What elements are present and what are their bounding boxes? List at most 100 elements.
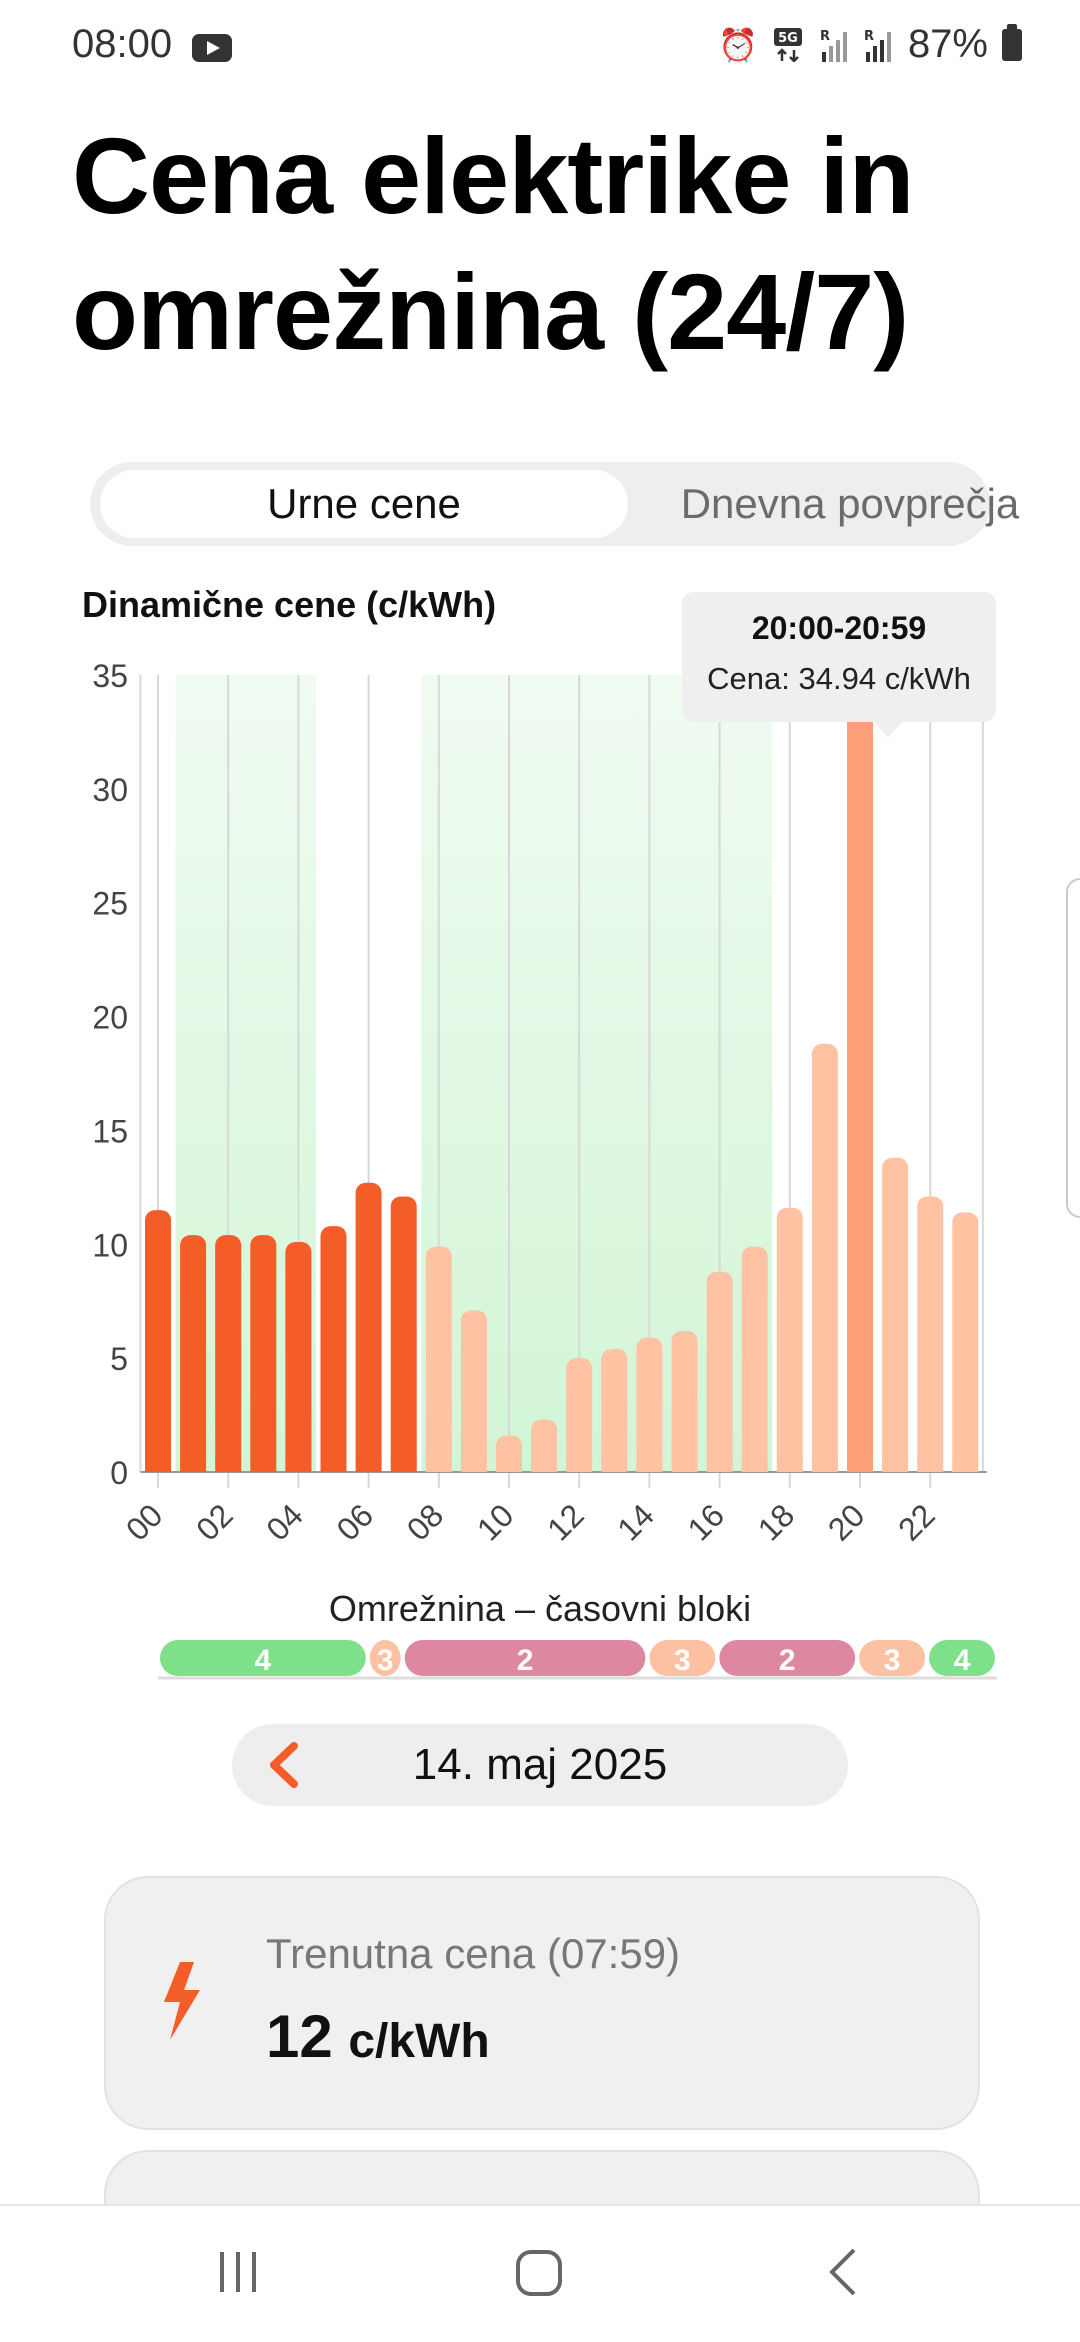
price-bar-base: [882, 1460, 909, 1472]
price-bar: [601, 1349, 628, 1472]
tariff-block-segment: [404, 1640, 646, 1676]
price-bar-base: [390, 1460, 417, 1472]
price-bar-base: [706, 1460, 733, 1472]
price-bar: [847, 676, 873, 1472]
price-bar: [882, 1157, 909, 1472]
x-tick-label: 18: [751, 1497, 802, 1548]
tariff-blocks-title: Omrežnina – časovni bloki: [328, 1588, 752, 1629]
status-icons: ⏰ 5G R R 87%: [718, 22, 1022, 67]
price-bar: [671, 1330, 698, 1472]
x-tick-label: 08: [400, 1497, 451, 1548]
price-bar: [425, 1246, 452, 1472]
price-bar-base: [811, 1460, 838, 1472]
tariff-block-segment: [160, 1640, 366, 1676]
x-tick-label: 02: [189, 1497, 240, 1548]
tariff-block-label: 3: [377, 1644, 394, 1677]
tariff-block-label: 4: [954, 1644, 971, 1677]
price-bar: [917, 1196, 944, 1472]
chart-tooltip: 20:00-20:59 Cena: 34.94 c/kWh: [682, 592, 996, 738]
x-tick-label: 10: [470, 1497, 521, 1548]
price-bar: [145, 1210, 171, 1472]
x-tick-label: 04: [259, 1497, 310, 1548]
signal-icon: R: [864, 29, 891, 62]
y-tick-label: 5: [110, 1341, 128, 1377]
tariff-block-segment: [859, 1640, 926, 1676]
price-bar: [250, 1235, 277, 1472]
current-price-unit: c/kWh: [348, 2015, 490, 2068]
price-bar-base: [285, 1460, 312, 1472]
price-bar-base: [355, 1460, 382, 1472]
price-bar-base: [215, 1460, 242, 1472]
price-bar-chart[interactable]: 0 5 10 15 20 25 30 35 00 02 04 06 08 10 12 14 16 18 20 22: [0, 640, 1080, 1580]
signal-icon: R: [820, 29, 847, 62]
edge-panel-handle[interactable]: [1066, 878, 1080, 1218]
home-icon[interactable]: [514, 2248, 564, 2298]
price-bar-base: [636, 1460, 663, 1472]
chart-title: Dinamične cene (c/kWh): [82, 584, 497, 625]
tooltip-price: Cena: 34.94 c/kWh: [707, 661, 971, 696]
tooltip-time: 20:00-20:59: [751, 610, 927, 646]
tariff-block-label: 4: [255, 1644, 272, 1677]
svg-text:5G: 5G: [778, 31, 798, 46]
x-tick-label: 14: [610, 1497, 661, 1548]
tab-hourly-prices[interactable]: Urne cene: [100, 470, 628, 538]
price-bar: [355, 1182, 382, 1472]
x-tick-label: 22: [891, 1497, 942, 1548]
current-price-card: Trenutna cena (07:59) 12 c/kWh: [104, 1876, 980, 2130]
selected-date[interactable]: 14. maj 2025: [412, 1740, 668, 1789]
price-bar: [811, 1043, 838, 1472]
tariff-block-label: 2: [517, 1644, 534, 1677]
price-bar: [776, 1207, 803, 1472]
chevron-left-icon[interactable]: [258, 1738, 312, 1792]
tariff-block-label: 2: [779, 1644, 796, 1677]
price-bar: [320, 1226, 347, 1472]
price-bar-base: [952, 1460, 979, 1472]
tariff-blocks-bar: 4 3 2 3 2 3 4: [158, 1640, 997, 1680]
y-tick-label: 35: [92, 658, 128, 694]
back-icon[interactable]: [820, 2248, 868, 2296]
tariff-block-label: 3: [884, 1644, 901, 1677]
svg-text:R: R: [820, 29, 830, 44]
x-tick-label: 00: [119, 1497, 170, 1548]
price-bar-base: [917, 1460, 944, 1472]
price-bar: [215, 1235, 242, 1472]
price-bar-base: [741, 1460, 768, 1472]
price-bar-base: [776, 1460, 803, 1472]
price-bar-base: [180, 1460, 207, 1472]
current-price-number: 12: [266, 2003, 333, 2070]
youtube-icon: [192, 34, 232, 62]
tab-daily-averages[interactable]: Dnevna povprečja: [680, 480, 1020, 527]
date-selector: 14. maj 2025: [232, 1724, 848, 1806]
price-bar-base: [425, 1460, 452, 1472]
view-toggle: Urne cene Dnevna povprečja: [90, 462, 1019, 546]
battery-icon: [1002, 23, 1022, 61]
price-bar-base: [250, 1460, 277, 1472]
price-bar-base: [671, 1460, 698, 1472]
recents-icon[interactable]: [214, 2248, 262, 2296]
page-title: Cena elektrike in omrežnina (24/7): [72, 115, 914, 372]
price-bar: [952, 1212, 979, 1472]
price-bar-base: [531, 1460, 558, 1472]
price-bar-base: [566, 1460, 593, 1472]
5g-icon: 5G: [773, 27, 802, 62]
price-bar-base: [145, 1460, 171, 1472]
price-bar-base: [601, 1460, 628, 1472]
price-bar: [460, 1310, 487, 1472]
tariff-block-segment: [649, 1640, 716, 1676]
status-time: 08:00: [72, 22, 173, 66]
price-bar: [390, 1196, 417, 1472]
tariff-block-label: 3: [674, 1644, 691, 1677]
x-tick-label: 16: [681, 1497, 732, 1548]
price-bar-base: [847, 1460, 873, 1472]
lightning-icon: [164, 1962, 200, 2040]
current-price-label: Trenutna cena (07:59): [266, 1930, 681, 1977]
current-price-value: 12 c/kWh: [266, 2002, 490, 2071]
tariff-block-segment: [719, 1640, 856, 1676]
price-bar: [566, 1358, 593, 1472]
svg-text:R: R: [864, 29, 874, 44]
price-bar: [706, 1271, 733, 1472]
alarm-icon: ⏰: [718, 26, 758, 63]
y-tick-label: 30: [92, 772, 128, 808]
y-tick-label: 15: [92, 1113, 128, 1149]
price-bar: [636, 1337, 663, 1472]
